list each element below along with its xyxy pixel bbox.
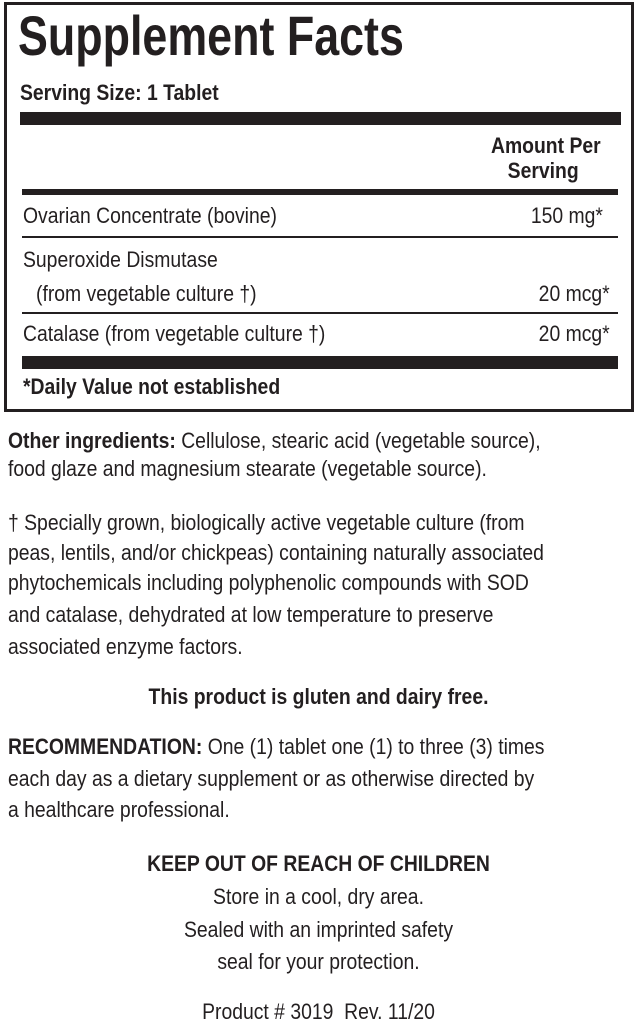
ingredient-amount: 150 mg*: [530, 203, 603, 228]
storage-line: seal for your protection.: [217, 949, 420, 974]
dagger-note-line: peas, lentils, and/or chickpeas) contain…: [8, 540, 544, 565]
gluten-statement: This product is gluten and dairy free.: [148, 684, 489, 709]
dagger-note-line: † Specially grown, biologically active v…: [8, 510, 525, 535]
other-ingredients-line: Other ingredients: Cellulose, stearic ac…: [8, 428, 541, 454]
row-divider: [22, 312, 618, 314]
daily-value-footnote: *Daily Value not established: [23, 374, 281, 399]
storage-line: Sealed with an imprinted safety: [183, 917, 454, 942]
panel-title: Supplement Facts: [18, 4, 404, 67]
amount-header-line2: Serving: [507, 158, 579, 183]
storage-line: Store in a cool, dry area.: [213, 884, 424, 909]
recommendation-text: One (1) tablet one (1) to three (3) time…: [207, 734, 545, 759]
medium-divider: [22, 189, 618, 195]
dagger-note-line: phytochemicals including polyphenolic co…: [8, 570, 529, 595]
dagger-note-line: associated enzyme factors.: [8, 634, 243, 659]
thick-divider: [20, 112, 621, 125]
ingredient-name: Ovarian Concentrate (bovine): [23, 203, 277, 228]
amount-header-line1: Amount Per: [491, 133, 601, 158]
row-divider: [22, 236, 618, 238]
ingredient-name: Catalase (from vegetable culture †): [23, 321, 326, 346]
recommendation-text: each day as a dietary supplement or as o…: [8, 766, 535, 791]
recommendation-label: RECOMMENDATION:: [8, 734, 203, 759]
other-ingredients-text: Cellulose, stearic acid (vegetable sourc…: [181, 428, 541, 453]
other-ingredients-label: Other ingredients:: [8, 428, 176, 453]
ingredient-name-sub: (from vegetable culture †): [36, 281, 257, 306]
product-number: Product # 3019 Rev. 11/20: [202, 999, 435, 1024]
warning-heading: KEEP OUT OF REACH OF CHILDREN: [147, 851, 490, 876]
other-ingredients-text: food glaze and magnesium stearate (veget…: [8, 456, 487, 481]
thick-divider: [22, 356, 618, 369]
recommendation-line: RECOMMENDATION: One (1) tablet one (1) t…: [8, 734, 544, 760]
ingredient-amount: 20 mcg*: [538, 321, 610, 346]
serving-size: Serving Size: 1 Tablet: [20, 80, 219, 105]
dagger-note-line: and catalase, dehydrated at low temperat…: [8, 602, 494, 627]
ingredient-name: Superoxide Dismutase: [23, 247, 218, 272]
supplement-facts-panel: [4, 2, 634, 412]
ingredient-amount: 20 mcg*: [538, 281, 610, 306]
recommendation-text: a healthcare professional.: [8, 797, 230, 822]
